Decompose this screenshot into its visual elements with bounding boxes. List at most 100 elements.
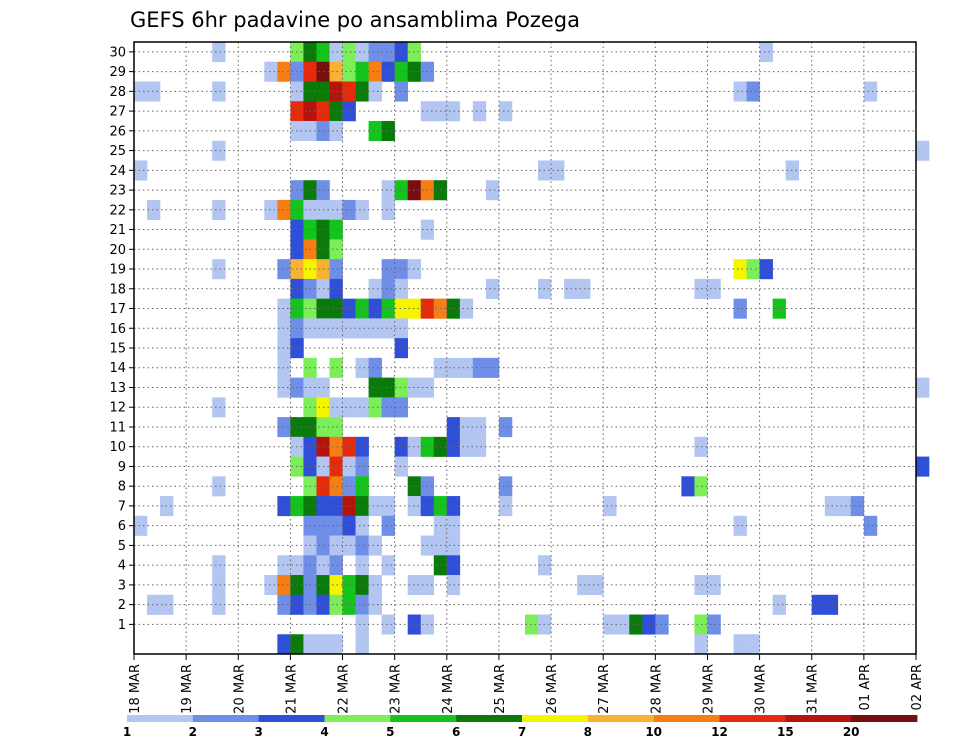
heatmap-cell [381,42,395,63]
x-tick-label: 30 MAR [754,664,769,714]
heatmap-cell [212,594,226,615]
heatmap-cell [329,357,343,378]
heatmap-cell [355,594,369,615]
heatmap-cell [264,199,278,220]
heatmap-cell [577,278,591,299]
heatmap-cell [342,594,356,615]
heatmap-cell [733,81,747,102]
heatmap-cell [212,81,226,102]
y-tick-label: 3 [118,578,126,593]
heatmap-cell [329,515,343,536]
x-tick-label: 20 MAR [232,664,247,714]
heatmap-cell [446,298,461,319]
heatmap-cell [277,199,291,220]
heatmap-cell [329,417,343,438]
heatmap-cell [498,476,513,497]
heatmap-cell [824,496,839,517]
heatmap-cell [329,397,343,418]
colorbar-swatch [127,715,194,722]
heatmap-cell [916,377,930,398]
y-tick-label: 29 [109,65,126,80]
heatmap-cell [342,515,356,536]
heatmap-cell [329,436,343,457]
heatmap-cell [342,476,356,497]
heatmap-cell [616,614,630,635]
y-tick-label: 26 [109,124,126,139]
heatmap-cell [368,61,382,82]
y-tick-label: 22 [109,203,126,218]
heatmap-cell [212,259,226,280]
colorbar-label: 5 [386,725,394,739]
colorbar-label: 12 [711,725,728,739]
grid-lines [134,42,916,654]
heatmap-cell [355,42,369,63]
heatmap-cell [446,515,461,536]
heatmap-cell [485,357,500,378]
heatmap-cell [329,594,343,615]
heatmap-cell [863,515,878,536]
heatmap-cell [381,180,395,201]
heatmap-cell [277,338,291,359]
heatmap-cell [277,417,291,438]
heatmap-cell [746,634,760,655]
colorbar-label: 15 [777,725,794,739]
heatmap-cell [355,634,369,655]
heatmap-cell [368,575,382,596]
heatmap-cell [381,259,395,280]
heatmap-cell [355,555,369,576]
heatmap-cell [212,575,226,596]
heatmap-cell [381,199,395,220]
x-tick-label: 31 MAR [806,664,821,714]
y-tick-label: 13 [109,381,126,396]
heatmap-cell [212,199,226,220]
heatmap-cell [381,515,395,536]
heatmap-cell [342,42,356,63]
heatmap-cell [329,199,343,220]
heatmap-cell [368,298,382,319]
heatmap-cell [329,318,343,339]
heatmap-cell [772,298,786,319]
x-tick-label: 01 APR [858,664,873,710]
heatmap-cell [342,318,356,339]
heatmap-cell [368,357,382,378]
heatmap-cell [342,397,356,418]
heatmap-cell [329,298,343,319]
heatmap-cell [355,476,369,497]
heatmap-cell [446,357,461,378]
heatmap-cell [863,81,878,102]
heatmap-cell [746,259,760,280]
heatmap-cell [212,397,226,418]
y-tick-label: 23 [109,184,126,199]
heatmap-cell [355,575,369,596]
heatmap-cell [603,496,617,517]
heatmap-cell [212,476,226,497]
heatmap-cell [850,496,865,517]
heatmap-cell [277,377,291,398]
y-tick-label: 17 [109,302,126,317]
heatmap-cell [590,575,604,596]
heatmap-cell [394,338,408,359]
heatmap-cell [355,436,369,457]
heatmap-cell [459,417,474,438]
heatmap-cell [277,594,291,615]
heatmap-cell [316,634,330,655]
heatmap-cell [368,397,382,418]
heatmap-cell [916,140,930,161]
heatmap-cell [837,496,852,517]
colorbar-label: 3 [254,725,262,739]
heatmap-cell [381,397,395,418]
heatmap-cell [381,377,395,398]
heatmap-cell [368,377,382,398]
heatmap-cell [916,456,930,477]
x-tick-label: 23 MAR [389,664,404,714]
heatmap-cell [329,61,343,82]
heatmap-cell [147,81,161,102]
heatmap-cell [329,239,343,260]
x-tick-label: 24 MAR [441,664,456,714]
heatmap-cell [212,555,226,576]
heatmap-cell [329,278,343,299]
heatmap-cell [342,61,356,82]
heatmap-cell [459,298,474,319]
heatmap-cell [342,101,356,122]
heatmap-cell [707,278,721,299]
